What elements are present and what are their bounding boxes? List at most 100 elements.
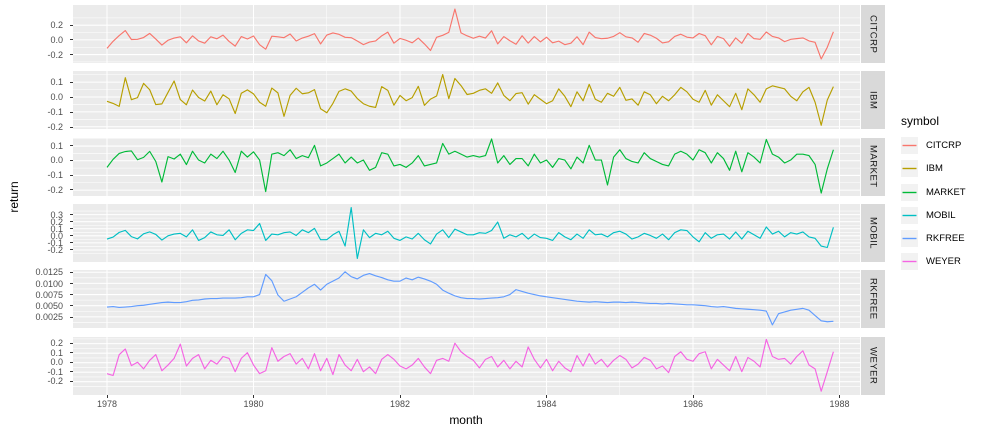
y-tick-label: 0.1	[50, 347, 63, 358]
panel-background	[73, 137, 860, 196]
legend: symbol CITCRP IBM MARKET MOBIL RKFREE WEYER	[901, 114, 966, 277]
y-tick-label: -0.2	[47, 122, 63, 133]
y-tick-mark	[70, 249, 73, 251]
series-line-market	[106, 138, 834, 194]
panel-background	[73, 336, 860, 395]
strip-label: WEYER	[867, 346, 879, 385]
legend-key-rkfree	[901, 230, 918, 248]
y-tick-label: 0.0075	[35, 289, 63, 300]
panel-plot-rkfree	[73, 270, 860, 329]
legend-label-market: MARKET	[926, 186, 966, 198]
legend-entry-mobil: MOBIL	[901, 206, 966, 224]
x-tick-mark	[399, 394, 401, 398]
y-tick-mark	[70, 111, 73, 113]
y-tick-label: 0.2	[50, 338, 63, 349]
y-tick-mark	[70, 380, 73, 382]
facet-panel-weyer	[73, 336, 860, 395]
y-tick-label: -0.2	[47, 376, 63, 387]
y-tick-mark	[70, 189, 73, 191]
y-tick-label: 0.0125	[35, 267, 63, 278]
legend-label-rkfree: RKFREE	[926, 233, 965, 245]
panel-plot-market	[73, 137, 860, 196]
y-tick-label: 0.1	[50, 140, 63, 151]
legend-key-line	[902, 144, 917, 147]
facet-strip-citcrp: CITCRP	[861, 5, 885, 63]
y-tick-mark	[70, 126, 73, 128]
y-tick-label: 0.0	[50, 155, 63, 166]
legend-key-line	[902, 191, 917, 193]
strip-label: IBM	[867, 91, 879, 110]
y-tick-label: -0.2	[47, 49, 63, 60]
panel-plot-citcrp	[73, 5, 860, 63]
y-tick-mark	[70, 342, 73, 344]
legend-label-mobil: MOBIL	[926, 209, 956, 221]
facet-strip-ibm: IBM	[861, 71, 885, 130]
x-tick-mark	[546, 394, 547, 398]
y-tick-label: -0.1	[47, 366, 63, 377]
y-tick-mark	[70, 235, 73, 237]
legend-title: symbol	[901, 114, 940, 128]
panel-plot-ibm	[73, 71, 860, 130]
legend-label-ibm: IBM	[926, 163, 943, 175]
legend-key-weyer	[901, 253, 918, 271]
series-line-rkfree	[106, 271, 834, 326]
y-tick-mark	[70, 24, 73, 26]
x-tick-label: 1982	[389, 399, 411, 409]
y-tick-label: 0.1	[50, 223, 63, 234]
legend-entry-market: MARKET	[901, 183, 966, 201]
legend-entry-ibm: IBM	[901, 160, 966, 178]
facet-panel-ibm	[73, 71, 860, 130]
strip-label: CITCRP	[867, 14, 879, 54]
y-tick-label: 0.0100	[35, 278, 63, 289]
y-tick-mark	[70, 283, 73, 285]
panel-plot-mobil	[73, 203, 860, 262]
y-tick-mark	[70, 352, 73, 354]
y-tick-mark	[70, 271, 73, 273]
y-tick-mark	[70, 361, 73, 363]
y-tick-mark	[70, 214, 73, 215]
x-tick-mark	[839, 394, 840, 398]
y-tick-mark	[70, 145, 73, 147]
legend-key-citcrp	[901, 137, 918, 154]
y-tick-mark	[70, 242, 73, 244]
panel-plot-weyer	[73, 336, 860, 395]
y-tick-label: 0.0025	[35, 312, 63, 323]
legend-key-line	[902, 168, 917, 170]
panel-background	[73, 203, 860, 262]
facet-strip-rkfree: RKFREE	[861, 270, 885, 329]
strip-label: MARKET	[867, 145, 879, 188]
x-tick-label: 1986	[682, 399, 704, 409]
legend-entry-citcrp: CITCRP	[901, 137, 966, 154]
legend-key-market	[901, 183, 918, 201]
legend-key-line	[902, 214, 917, 217]
y-tick-label: -0.1	[47, 237, 63, 248]
legend-entry-rkfree: RKFREE	[901, 230, 966, 248]
legend-key-ibm	[901, 160, 918, 178]
x-tick-mark	[253, 394, 254, 398]
facet-panel-rkfree	[73, 270, 860, 329]
panel-background	[73, 71, 860, 130]
y-tick-mark	[70, 305, 73, 307]
facet-panel-market	[73, 137, 860, 196]
strip-label: RKFREE	[867, 278, 879, 320]
x-tick-label: 1984	[536, 399, 557, 409]
series-line-weyer	[106, 338, 834, 392]
facet-panel-citcrp	[73, 5, 860, 63]
facet-strip-weyer: WEYER	[861, 336, 885, 395]
y-tick-mark	[70, 316, 73, 318]
facet-strip-mobil: MOBIL	[861, 203, 885, 262]
y-tick-label: 0.0	[50, 357, 63, 368]
y-tick-label: 0.0050	[35, 300, 63, 311]
legend-rows: CITCRP IBM MARKET MOBIL RKFREE WEYER	[901, 137, 966, 271]
series-line-mobil	[106, 206, 834, 259]
y-tick-label: 0.1	[50, 77, 63, 88]
facet-panel-mobil	[73, 203, 860, 262]
y-tick-label: 0.2	[50, 216, 63, 227]
y-tick-mark	[70, 54, 73, 56]
x-tick-label: 1988	[829, 399, 850, 409]
y-tick-label: 0.0	[50, 230, 63, 241]
series-line-ibm	[106, 74, 834, 127]
x-tick-label: 1980	[243, 399, 264, 409]
y-tick-mark	[70, 96, 73, 98]
